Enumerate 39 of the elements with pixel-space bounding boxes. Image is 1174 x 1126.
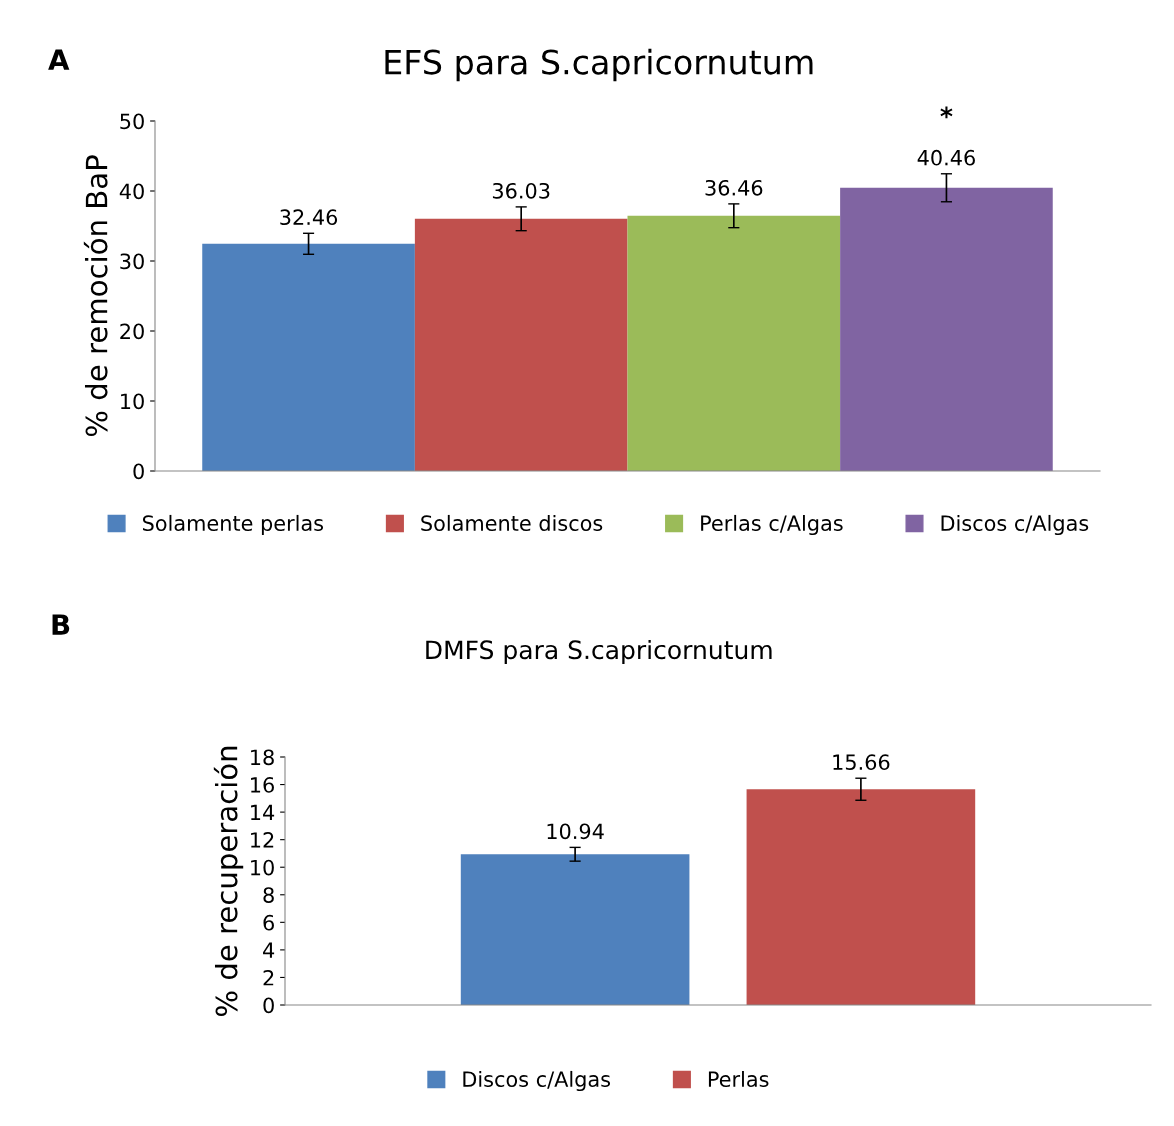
legend-label: Perlas <box>708 1070 769 1088</box>
y-tick-label: 0 <box>263 997 274 1014</box>
legend-label: Solamente discos <box>421 514 603 532</box>
legend-label: Solamente perlas <box>142 514 324 536</box>
y-tick-label: 30 <box>120 253 144 270</box>
y-tick-label: 20 <box>120 323 144 340</box>
legend-label: Discos c/Algas <box>463 1070 611 1092</box>
y-tick-label: 10 <box>251 859 274 876</box>
legend-label: Discos c/Algas <box>941 514 1089 536</box>
chart-title: EFS para S.capricornutum <box>385 48 813 82</box>
y-tick-label: 10 <box>121 393 144 410</box>
y-tick-label: 12 <box>251 832 274 848</box>
bar <box>414 218 628 471</box>
y-axis-title: % de remoción BaP <box>83 155 108 437</box>
legend-label: Perlas c/Algas <box>701 514 843 536</box>
y-tick-label: 14 <box>251 804 275 821</box>
chart-title: DMFS para S.capricornutum <box>426 639 772 665</box>
data-label: 10.94 <box>547 823 604 840</box>
text: B <box>52 614 70 635</box>
y-tick-label: 2 <box>263 969 274 986</box>
data-label: 36.46 <box>705 179 763 196</box>
text: A <box>48 49 70 70</box>
y-axis-title: % de recuperación <box>213 746 244 1017</box>
data-label: 32.46 <box>280 209 338 226</box>
bar <box>627 215 841 471</box>
y-tick-label: 6 <box>263 914 274 931</box>
y-tick-label: 18 <box>251 749 274 766</box>
y-tick-label: 16 <box>251 777 274 793</box>
text: * <box>940 106 953 119</box>
bar <box>202 243 415 471</box>
y-tick-label: 50 <box>120 113 144 130</box>
data-label: 40.46 <box>917 149 975 166</box>
data-label: 15.66 <box>833 754 890 771</box>
data-label: 36.03 <box>492 182 550 199</box>
y-tick-label: 4 <box>263 942 275 958</box>
y-tick-label: 8 <box>263 887 274 903</box>
bar <box>840 187 1053 471</box>
y-tick-label: 40 <box>119 183 144 200</box>
y-tick-label: 0 <box>133 463 144 480</box>
